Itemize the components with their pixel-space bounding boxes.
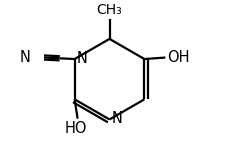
Text: CH₃: CH₃ xyxy=(97,3,122,17)
Text: N: N xyxy=(77,51,88,66)
Text: N: N xyxy=(112,111,123,126)
Text: HO: HO xyxy=(65,121,87,136)
Text: N: N xyxy=(20,50,31,64)
Text: OH: OH xyxy=(167,50,189,65)
